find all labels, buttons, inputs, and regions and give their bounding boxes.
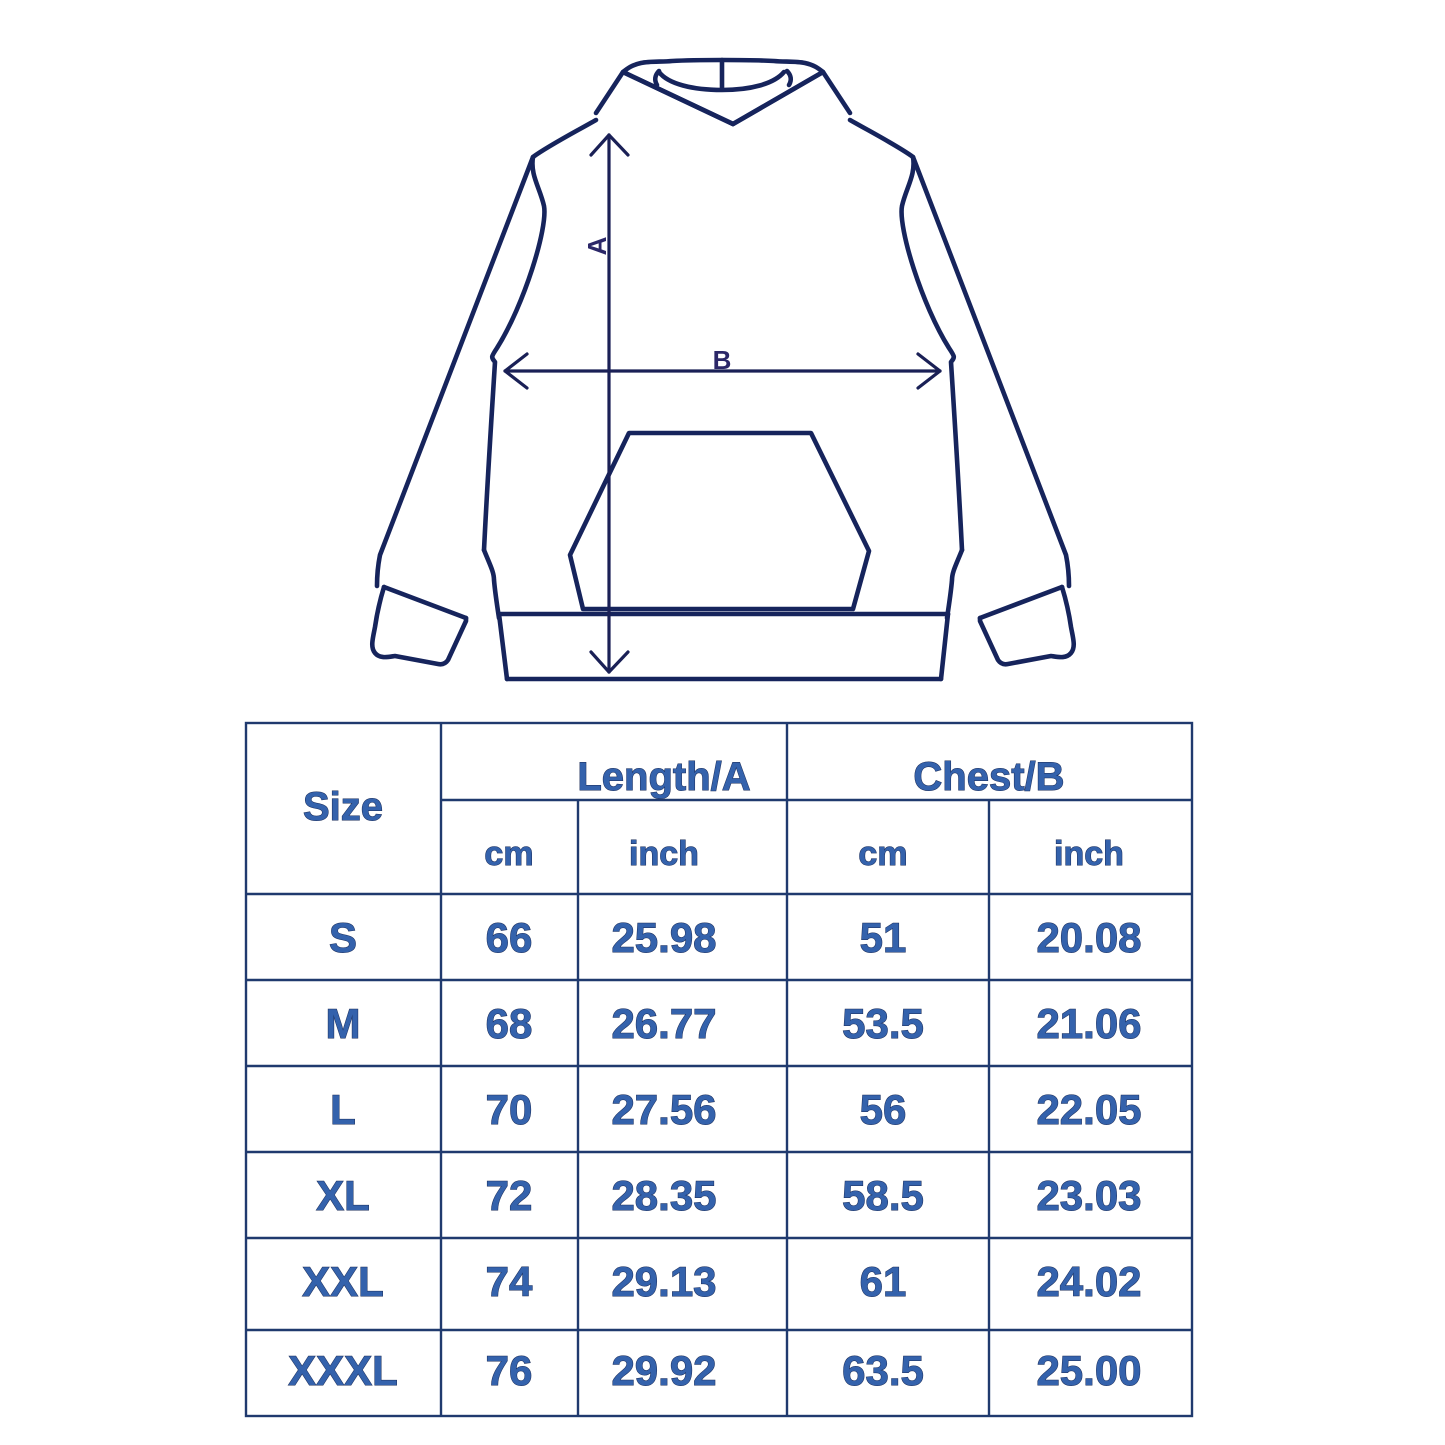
svg-text:Length/A: Length/A bbox=[577, 755, 750, 799]
svg-text:58.5: 58.5 bbox=[842, 1172, 924, 1219]
svg-text:XXL: XXL bbox=[302, 1258, 384, 1305]
svg-text:22.05: 22.05 bbox=[1036, 1086, 1141, 1133]
svg-text:28.35: 28.35 bbox=[611, 1172, 716, 1219]
svg-text:74: 74 bbox=[486, 1258, 533, 1305]
svg-text:63.5: 63.5 bbox=[842, 1347, 924, 1394]
svg-text:XXXL: XXXL bbox=[288, 1347, 398, 1394]
svg-text:66: 66 bbox=[486, 914, 533, 961]
svg-text:51: 51 bbox=[860, 914, 907, 961]
svg-text:cm: cm bbox=[484, 835, 533, 873]
svg-text:21.06: 21.06 bbox=[1036, 1000, 1141, 1047]
svg-text:25.98: 25.98 bbox=[611, 914, 716, 961]
svg-text:Chest/B: Chest/B bbox=[913, 755, 1064, 799]
svg-text:61: 61 bbox=[860, 1258, 907, 1305]
svg-text:L: L bbox=[330, 1086, 356, 1133]
svg-text:70: 70 bbox=[486, 1086, 533, 1133]
svg-text:A: A bbox=[582, 236, 612, 255]
svg-text:Size: Size bbox=[303, 785, 383, 829]
svg-text:72: 72 bbox=[486, 1172, 533, 1219]
svg-text:76: 76 bbox=[486, 1347, 533, 1394]
svg-text:29.13: 29.13 bbox=[611, 1258, 716, 1305]
svg-text:26.77: 26.77 bbox=[611, 1000, 716, 1047]
svg-text:25.00: 25.00 bbox=[1036, 1347, 1141, 1394]
svg-text:B: B bbox=[713, 345, 732, 375]
svg-text:68: 68 bbox=[486, 1000, 533, 1047]
svg-text:M: M bbox=[326, 1000, 361, 1047]
svg-text:29.92: 29.92 bbox=[611, 1347, 716, 1394]
svg-text:23.03: 23.03 bbox=[1036, 1172, 1141, 1219]
svg-text:27.56: 27.56 bbox=[611, 1086, 716, 1133]
svg-text:56: 56 bbox=[860, 1086, 907, 1133]
svg-text:XL: XL bbox=[316, 1172, 370, 1219]
svg-text:inch: inch bbox=[629, 835, 699, 873]
svg-text:53.5: 53.5 bbox=[842, 1000, 924, 1047]
svg-text:20.08: 20.08 bbox=[1036, 914, 1141, 961]
svg-text:24.02: 24.02 bbox=[1036, 1258, 1141, 1305]
svg-text:inch: inch bbox=[1054, 835, 1124, 873]
svg-text:S: S bbox=[329, 914, 357, 961]
svg-text:cm: cm bbox=[858, 835, 907, 873]
